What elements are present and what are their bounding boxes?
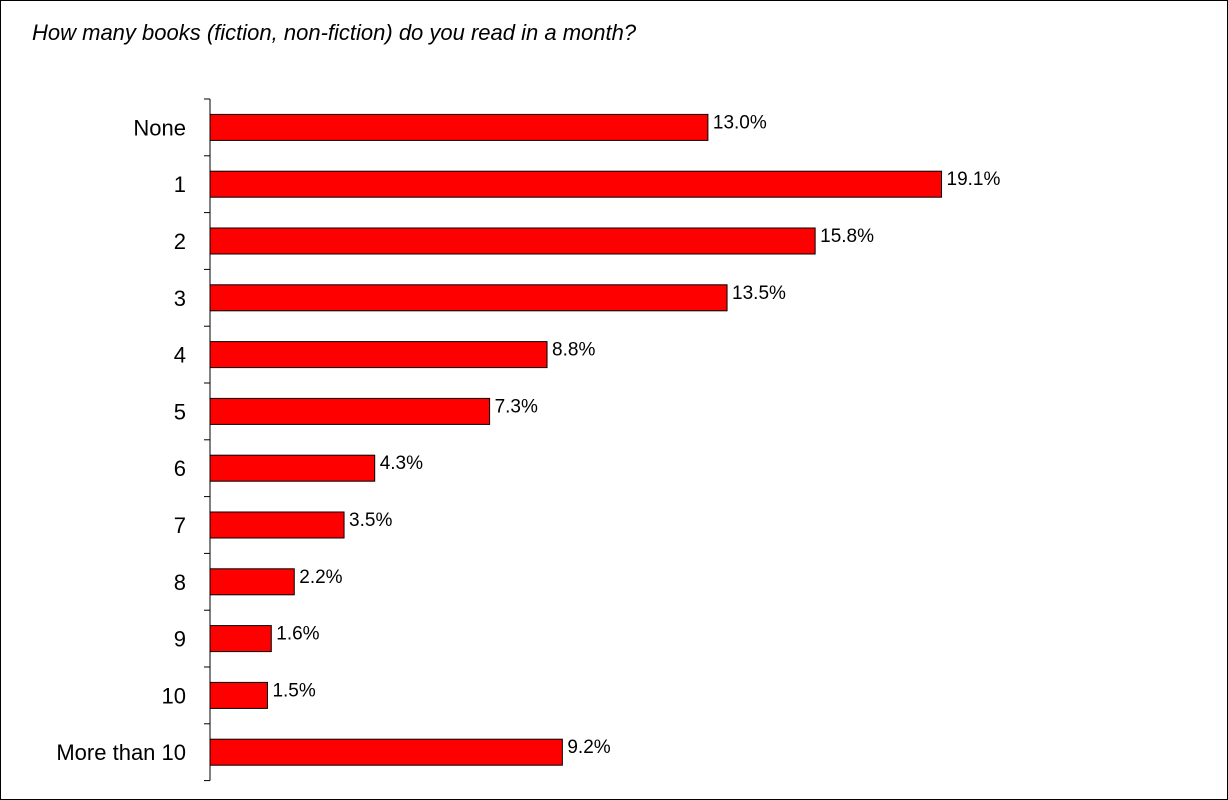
category-label-9: 9 <box>174 627 186 652</box>
value-label-1: 19.1% <box>947 169 1001 190</box>
chart-title: How many books (fiction, non-fiction) do… <box>32 20 637 45</box>
category-label-0: None <box>133 115 186 140</box>
value-label-9: 1.6% <box>276 624 319 645</box>
value-label-7: 3.5% <box>349 510 392 531</box>
bar-9 <box>209 625 272 653</box>
bar-4 <box>209 341 548 369</box>
bar-6 <box>209 454 376 482</box>
category-label-4: 4 <box>174 343 186 368</box>
bar-5 <box>209 397 491 425</box>
category-label-1: 1 <box>174 172 186 197</box>
category-label-3: 3 <box>174 286 186 311</box>
bar-7 <box>209 511 345 539</box>
bar-11 <box>209 738 563 766</box>
value-label-4: 8.8% <box>552 340 595 361</box>
bar-2 <box>209 227 816 255</box>
category-label-10: 10 <box>162 683 186 708</box>
category-label-6: 6 <box>174 456 186 481</box>
category-label-7: 7 <box>174 513 186 538</box>
value-label-3: 13.5% <box>732 283 786 304</box>
value-label-5: 7.3% <box>495 396 538 417</box>
bar-1 <box>209 170 943 198</box>
category-label-5: 5 <box>174 399 186 424</box>
category-label-2: 2 <box>174 229 186 254</box>
category-label-8: 8 <box>174 570 186 595</box>
value-label-6: 4.3% <box>380 453 423 474</box>
bar-10 <box>209 681 268 709</box>
value-label-11: 9.2% <box>567 737 610 758</box>
value-label-10: 1.5% <box>272 680 315 701</box>
bar-8 <box>209 568 295 596</box>
bar-3 <box>209 284 728 312</box>
category-label-11: More than 10 <box>56 740 186 765</box>
value-label-8: 2.2% <box>299 567 342 588</box>
value-label-0: 13.0% <box>713 112 767 133</box>
bar-0 <box>209 113 709 141</box>
value-label-2: 15.8% <box>820 226 874 247</box>
